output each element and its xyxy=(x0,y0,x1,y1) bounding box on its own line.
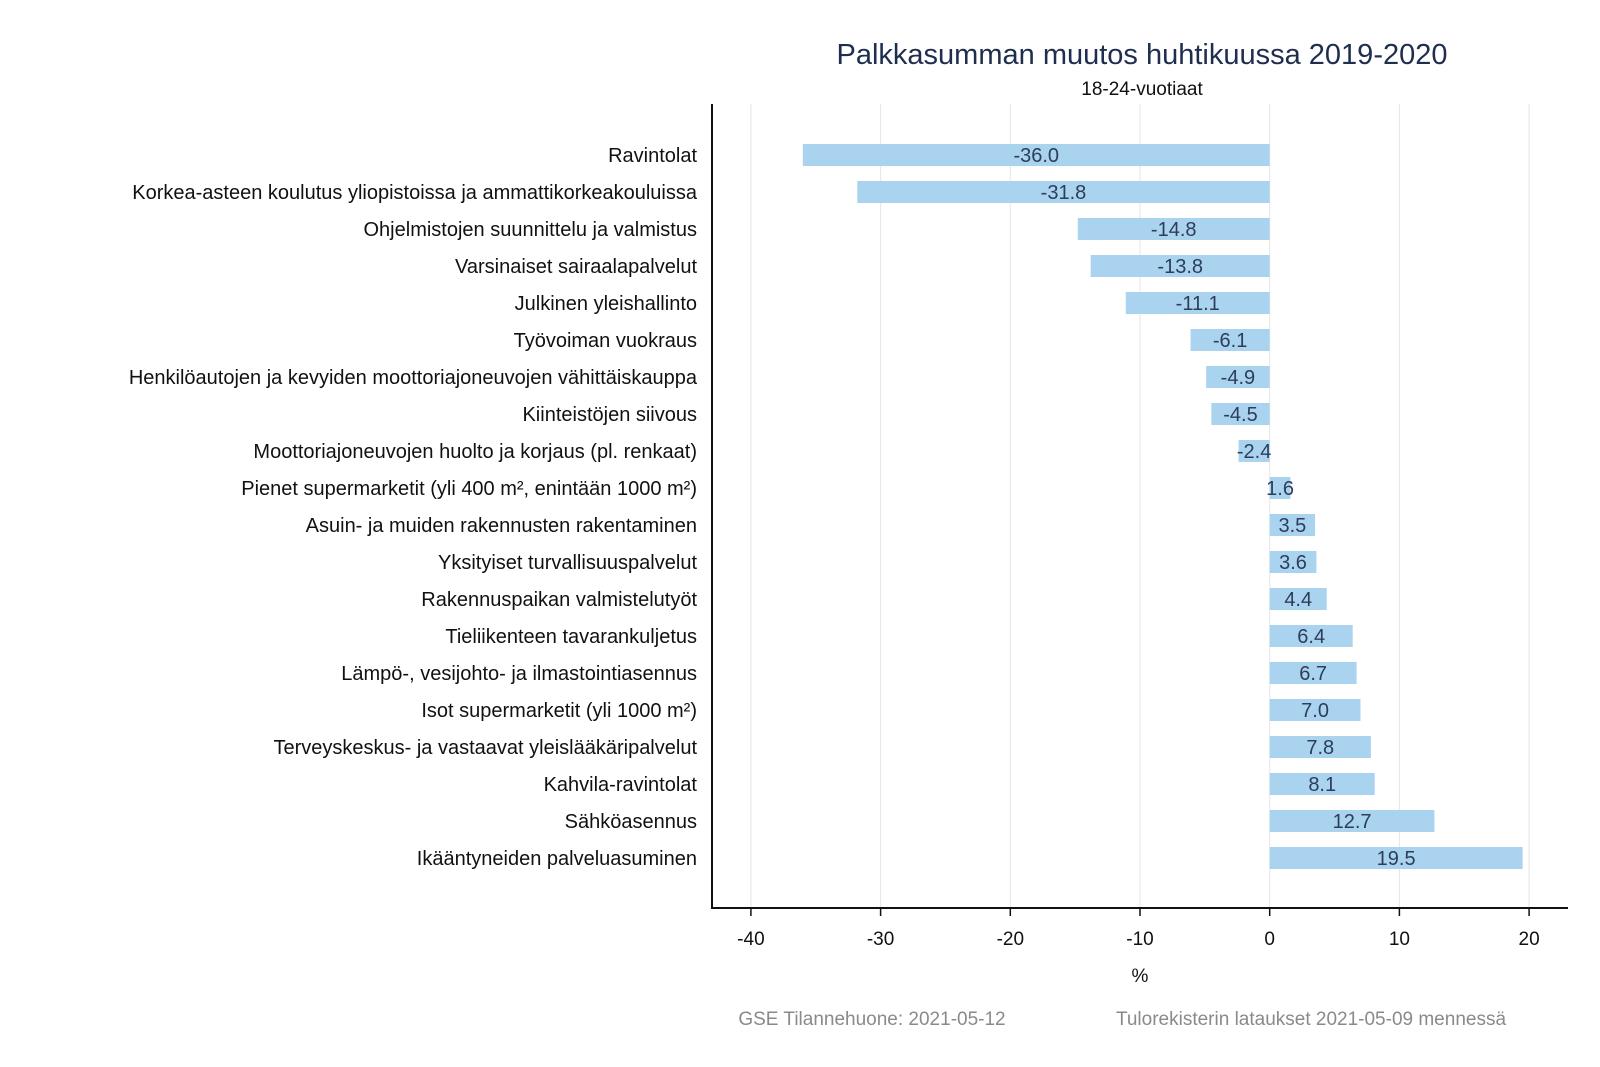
category-label: Työvoiman vuokraus xyxy=(514,330,697,352)
bar-value-label: -2.4 xyxy=(1237,441,1271,463)
bar xyxy=(1269,625,1353,647)
category-label: Terveyskeskus- ja vastaavat yleislääkäri… xyxy=(273,737,697,759)
bar xyxy=(802,144,1270,166)
bar-value-label: 8.1 xyxy=(1308,774,1336,796)
bar xyxy=(1269,736,1371,758)
category-label: Yksityiset turvallisuuspalvelut xyxy=(438,552,697,574)
bar xyxy=(1269,514,1316,536)
footer-note: Tulorekisterin lataukset 2021-05-09 menn… xyxy=(1116,1009,1506,1030)
category-label: Sähköasennus xyxy=(565,811,697,833)
bar-value-label: -4.9 xyxy=(1221,367,1255,389)
x-tick-label: -30 xyxy=(867,929,894,950)
bar-value-label: 7.8 xyxy=(1306,737,1334,759)
bar-value-label: 4.4 xyxy=(1284,589,1312,611)
category-label: Asuin- ja muiden rakennusten rakentamine… xyxy=(306,515,697,537)
category-labels: Ravintolat Korkea-asteen koulutus yliopis… xyxy=(129,145,698,870)
category-label: Tieliikenteen tavarankuljetus xyxy=(445,626,697,648)
bar-value-label: 1.6 xyxy=(1266,478,1294,500)
category-label: Kahvila-ravintolat xyxy=(544,774,698,796)
bar-value-label: -36.0 xyxy=(1013,145,1059,167)
bar xyxy=(857,181,1270,203)
x-tick-label: -40 xyxy=(737,929,764,950)
bar xyxy=(1269,477,1291,499)
bar-value-label: 3.6 xyxy=(1279,552,1307,574)
bar-value-label: -6.1 xyxy=(1213,330,1247,352)
category-label: Varsinaiset sairaalapalvelut xyxy=(455,256,697,278)
category-label: Korkea-asteen koulutus yliopistoissa ja … xyxy=(132,182,698,204)
bar xyxy=(1090,255,1270,277)
x-tick-label: 0 xyxy=(1264,929,1275,950)
bar-value-label: -14.8 xyxy=(1151,219,1197,241)
category-label: Ohjelmistojen suunnittelu ja valmistus xyxy=(364,219,698,241)
bar-value-label: -13.8 xyxy=(1157,256,1203,278)
bars xyxy=(802,144,1523,869)
bar xyxy=(1077,218,1270,240)
bar xyxy=(1269,551,1317,573)
category-label: Henkilöautojen ja kevyiden moottoriajone… xyxy=(129,367,698,389)
bar xyxy=(1238,440,1270,462)
chart-subtitle: 18-24-vuotiaat xyxy=(1081,79,1203,100)
x-tick-label: 10 xyxy=(1389,929,1410,950)
bar xyxy=(1211,403,1270,425)
category-label: Ravintolat xyxy=(608,145,697,167)
bar-value-label: -11.1 xyxy=(1176,293,1220,315)
category-label: Moottoriajoneuvojen huolto ja korjaus (p… xyxy=(253,441,697,463)
category-label: Julkinen yleishallinto xyxy=(515,293,697,315)
bar xyxy=(1125,292,1270,314)
category-label: Lämpö-, vesijohto- ja ilmastointiasennus xyxy=(341,663,697,685)
chart-title: Palkkasumman muutos huhtikuussa 2019-202… xyxy=(837,39,1448,71)
bar xyxy=(1269,847,1523,869)
category-label: Rakennuspaikan valmistelutyöt xyxy=(421,589,697,611)
bar xyxy=(1206,366,1270,388)
footer-source: GSE Tilannehuone: 2021-05-12 xyxy=(738,1009,1005,1030)
bar-value-label: 19.5 xyxy=(1377,848,1416,870)
bar-value-label: 12.7 xyxy=(1333,811,1372,833)
x-axis-label: % xyxy=(1132,966,1149,987)
category-label: Isot supermarketit (yli 1000 m²) xyxy=(421,700,697,722)
category-label: Pienet supermarketit (yli 400 m², enintä… xyxy=(241,478,697,500)
bar xyxy=(1269,699,1361,721)
bar-value-label: 7.0 xyxy=(1301,700,1329,722)
bar xyxy=(1269,810,1435,832)
bar-value-label: 6.4 xyxy=(1297,626,1325,648)
category-label: Ikääntyneiden palveluasuminen xyxy=(417,848,697,870)
bar xyxy=(1190,329,1270,351)
category-label: Kiinteistöjen siivous xyxy=(522,404,697,426)
x-tick-label: 20 xyxy=(1519,929,1540,950)
x-tick-label: -20 xyxy=(997,929,1024,950)
bar-value-label: -4.5 xyxy=(1223,404,1257,426)
bar xyxy=(1269,662,1357,684)
bar xyxy=(1269,773,1375,795)
bar-value-label: 6.7 xyxy=(1299,663,1327,685)
x-tick-label: -10 xyxy=(1126,929,1153,950)
value-labels: -36.0 -31.8 -14.8 -13.8 -11.1 -6.1 -4.9 -4.5 -2.… xyxy=(1013,145,1415,870)
bar-value-label: -31.8 xyxy=(1041,182,1087,204)
bar-value-label: 3.5 xyxy=(1278,515,1306,537)
x-axis-ticks: -40 -30 -20 -10 0 10 20 xyxy=(737,908,1540,950)
bar xyxy=(1269,588,1327,610)
